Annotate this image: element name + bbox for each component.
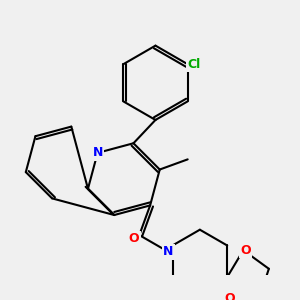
Text: O: O <box>240 244 251 257</box>
Text: N: N <box>92 146 103 159</box>
Text: O: O <box>129 232 140 245</box>
Text: O: O <box>224 292 235 300</box>
Text: Cl: Cl <box>188 58 201 71</box>
Text: N: N <box>163 245 173 258</box>
